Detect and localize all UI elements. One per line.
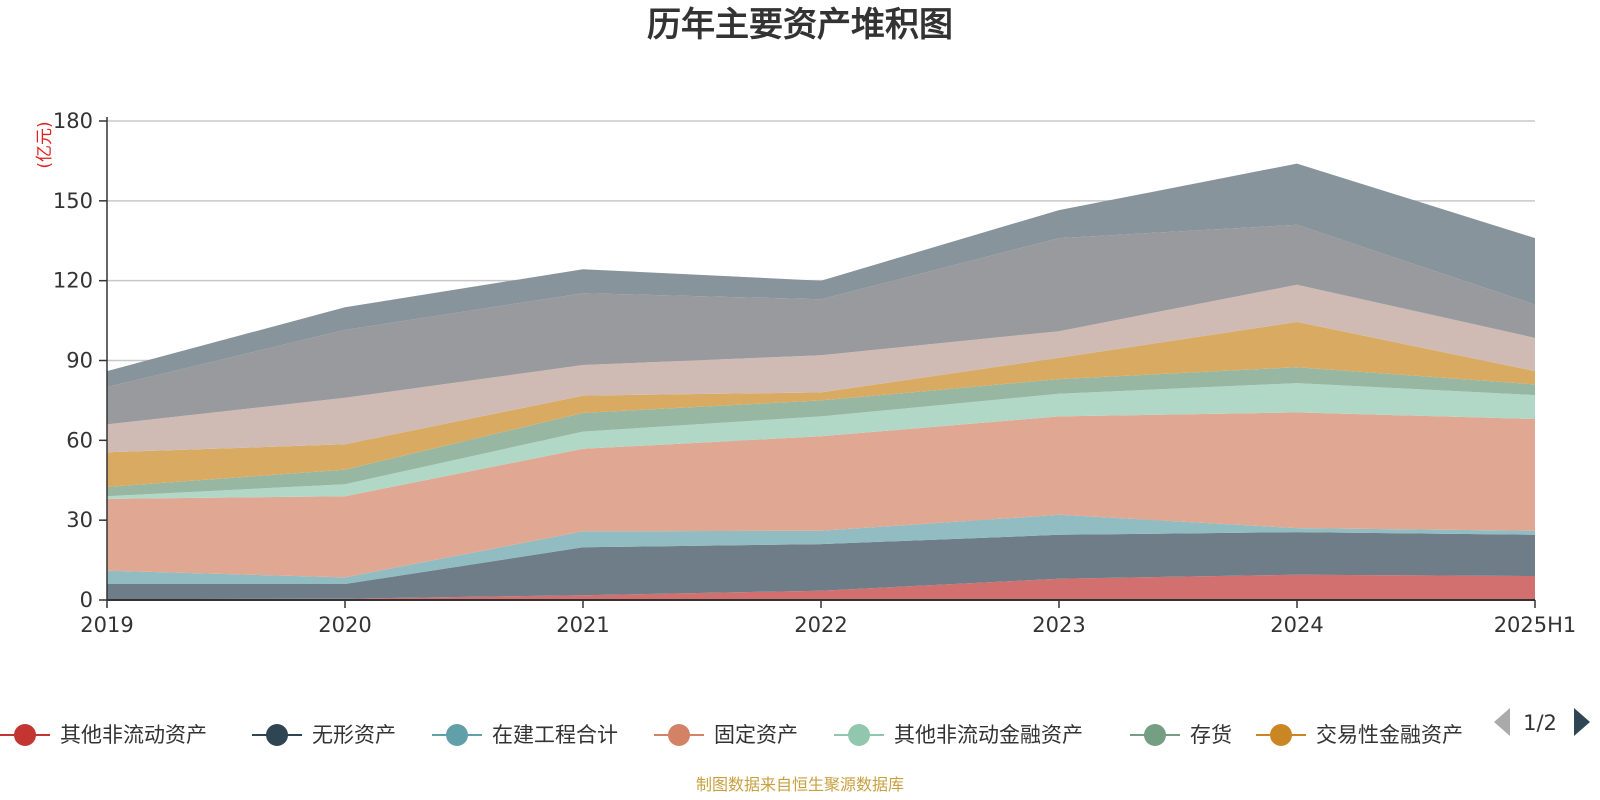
y-tick-label: 60: [66, 428, 93, 452]
y-axis-unit: (亿元): [35, 121, 55, 168]
x-tick-label: 2023: [1032, 613, 1085, 637]
y-tick-label: 180: [53, 109, 93, 133]
legend-item-5[interactable]: 其他非流动金融资产: [834, 723, 1083, 747]
x-tick-label: 2021: [556, 613, 609, 637]
legend-item-2[interactable]: 无形资产: [252, 723, 396, 747]
x-tick-label: 2020: [318, 613, 371, 637]
pager-next-icon[interactable]: [1574, 708, 1590, 736]
pager-prev-icon[interactable]: [1494, 708, 1510, 736]
area-series-1: [107, 574, 1535, 600]
x-tick-label: 2025H1: [1494, 613, 1577, 637]
data-source-note: 制图数据来自恒生聚源数据库: [696, 775, 904, 794]
legend-item-7[interactable]: 交易性金融资产: [1256, 723, 1463, 747]
area-series-7: [107, 321, 1535, 487]
area-series-3: [107, 514, 1535, 584]
y-tick-label: 90: [66, 349, 93, 373]
area-series-10: [107, 163, 1535, 388]
legend-label: 其他非流动资产: [60, 723, 207, 747]
y-tick-label: 150: [53, 189, 93, 213]
x-tick-label: 2022: [794, 613, 847, 637]
legend: 其他非流动资产 无形资产 在建工程合计 固定资产 其他非流动金融资产 存货 交易性金融资产: [0, 723, 1463, 747]
legend-item-1[interactable]: 其他非流动资产: [0, 723, 207, 747]
area-series-6: [107, 367, 1535, 497]
legend-label: 在建工程合计: [492, 723, 618, 747]
axes: 0 30 60 90 120 150 180 2019 2020 2021 2022 2023 2024…: [53, 109, 1576, 637]
y-tick-label: 120: [53, 269, 93, 293]
legend-item-4[interactable]: 固定资产: [654, 723, 798, 747]
x-tick-label: 2019: [80, 613, 133, 637]
legend-circle-icon: [1144, 724, 1166, 746]
area-series-4: [107, 412, 1535, 578]
y-tick-label: 0: [80, 588, 93, 612]
legend-item-3[interactable]: 在建工程合计: [432, 723, 618, 747]
area-series: [107, 163, 1535, 600]
legend-label: 固定资产: [714, 723, 798, 747]
legend-label: 无形资产: [312, 723, 396, 747]
legend-label: 其他非流动金融资产: [894, 723, 1083, 747]
area-series-2: [107, 532, 1535, 600]
area-series-8: [107, 284, 1535, 453]
legend-circle-icon: [848, 724, 870, 746]
legend-circle-icon: [446, 724, 468, 746]
legend-circle-icon: [1270, 724, 1292, 746]
legend-circle-icon: [668, 724, 690, 746]
legend-circle-icon: [14, 724, 36, 746]
x-tick-label: 2024: [1270, 613, 1323, 637]
area-series-9: [107, 224, 1535, 425]
legend-pager: 1/2: [1494, 708, 1590, 736]
legend-circle-icon: [266, 724, 288, 746]
pager-text: 1/2: [1523, 711, 1557, 735]
legend-item-6[interactable]: 存货: [1130, 723, 1232, 747]
area-series-5: [107, 383, 1535, 499]
legend-label: 存货: [1190, 723, 1232, 747]
chart-title: 历年主要资产堆积图: [647, 5, 953, 45]
legend-label: 交易性金融资产: [1316, 723, 1463, 747]
y-tick-label: 30: [66, 508, 93, 532]
